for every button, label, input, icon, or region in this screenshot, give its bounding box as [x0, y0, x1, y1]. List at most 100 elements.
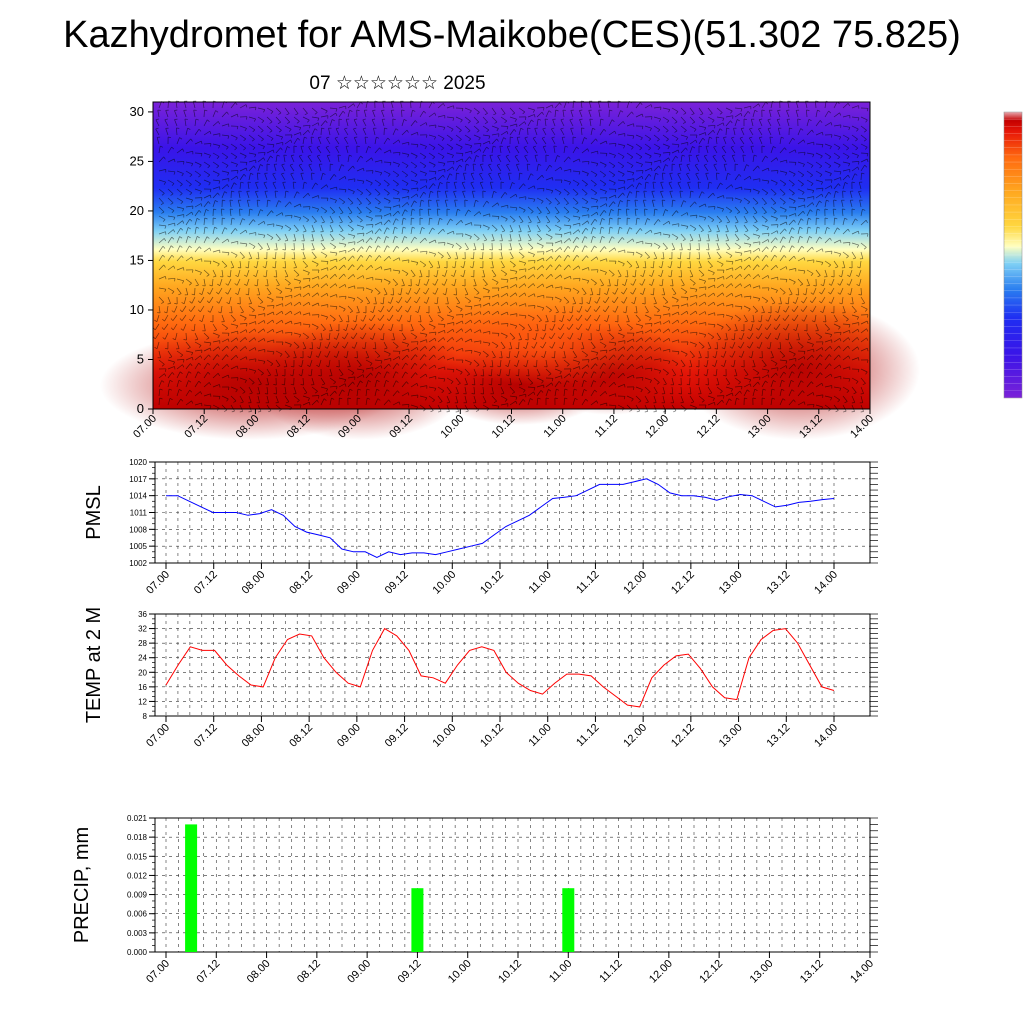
wind-barb	[425, 287, 430, 295]
wind-barb-flag	[775, 310, 779, 314]
wind-barb-flag	[745, 374, 749, 377]
wind-barb	[473, 296, 481, 299]
wind-barb	[464, 164, 467, 172]
wind-barb-flag	[668, 109, 671, 113]
wind-barb	[851, 125, 859, 130]
wind-barb-flag	[744, 221, 748, 224]
wind-barb	[797, 151, 806, 154]
wind-barb	[284, 294, 292, 298]
wind-barb-flag	[620, 200, 623, 203]
wind-barb	[362, 128, 367, 136]
wind-barb-flag	[520, 221, 524, 224]
wind-barb-flag	[484, 112, 488, 116]
wind-barb-flag	[594, 282, 597, 286]
wind-barb	[752, 264, 758, 271]
wind-barb	[806, 278, 810, 286]
wind-barb	[284, 350, 290, 357]
wind-barb-flag	[686, 297, 689, 301]
wind-barb	[803, 296, 808, 304]
wind-barb-flag	[307, 154, 311, 157]
wind-barb	[752, 155, 755, 163]
wind-barb	[212, 354, 218, 361]
wind-barb-flag	[379, 209, 382, 213]
wind-barb-flag	[621, 156, 625, 159]
wind-barb-flag	[173, 158, 176, 162]
wind-barb-flag	[654, 208, 658, 211]
wind-barb	[338, 264, 345, 271]
wind-barb	[563, 305, 566, 313]
wind-barb	[383, 137, 388, 145]
wind-barb	[542, 332, 547, 340]
wind-barb-flag	[309, 206, 311, 210]
wind-barb	[788, 236, 792, 244]
wind-barb	[509, 116, 517, 120]
wind-barb-flag	[182, 364, 185, 368]
wind-barb-flag	[784, 209, 787, 213]
wind-barb-flag	[826, 199, 830, 202]
wind-barb	[410, 193, 417, 199]
wind-barb-flag	[326, 198, 329, 202]
wind-barb-flag	[655, 172, 659, 175]
wind-barb	[671, 287, 677, 294]
wind-barb-flag	[406, 246, 409, 250]
wind-barb	[428, 375, 436, 379]
wind-barb-flag	[567, 318, 570, 322]
wind-barb-flag	[290, 302, 293, 306]
wind-barb-flag	[432, 292, 436, 295]
wind-barb	[851, 134, 858, 140]
wind-barb-flag	[291, 249, 295, 251]
wind-barb	[599, 129, 605, 136]
wind-barb	[419, 170, 427, 174]
wind-barb	[545, 359, 548, 367]
wind-barb	[158, 231, 166, 235]
wind-barb	[473, 148, 480, 154]
wind-barb	[527, 323, 532, 331]
wind-barb	[505, 156, 511, 163]
wind-barb-flag	[368, 146, 372, 149]
wind-barb	[190, 305, 196, 312]
wind-barb-flag	[767, 118, 771, 121]
wind-barb	[311, 323, 319, 328]
wind-barb	[437, 329, 445, 334]
wind-barb-flag	[442, 228, 445, 232]
wind-barb-flag	[636, 190, 640, 193]
wind-barb-flag	[514, 355, 518, 358]
wind-barb	[769, 341, 772, 349]
wind-barb-flag	[776, 157, 779, 161]
wind-barb-flag	[170, 318, 174, 321]
wind-barb	[671, 328, 679, 334]
wind-barb-flag	[267, 374, 271, 377]
wind-barb	[644, 229, 651, 235]
wind-barb-flag	[452, 329, 455, 333]
wind-barb-flag	[767, 374, 770, 378]
wind-barb	[806, 170, 813, 176]
wind-barb-flag	[344, 136, 348, 139]
wind-barb	[626, 323, 633, 329]
wind-barb	[158, 373, 165, 379]
wind-barb	[482, 269, 486, 277]
wind-barb	[579, 119, 583, 127]
wind-barb-flag	[645, 181, 649, 184]
wind-barb-flag	[668, 320, 671, 324]
wind-barb	[329, 112, 336, 118]
wind-barb	[536, 368, 541, 376]
wind-barb	[662, 338, 670, 343]
wind-barb-flag	[748, 356, 752, 359]
wind-barb	[671, 155, 676, 163]
wind-barb	[174, 119, 178, 127]
wind-barb	[626, 314, 630, 322]
wind-barb	[707, 215, 715, 221]
wind-barb	[613, 296, 619, 304]
wind-barb-flag	[464, 294, 468, 296]
wind-barb	[239, 251, 245, 258]
wind-barb-flag	[564, 145, 569, 148]
wind-barb	[491, 125, 499, 129]
wind-barb-flag	[708, 230, 712, 233]
wind-barb	[733, 128, 736, 136]
wind-barb	[338, 111, 344, 118]
wind-barb-flag	[191, 211, 194, 216]
wind-barb	[635, 251, 643, 256]
wind-barb	[644, 182, 647, 190]
wind-barb-flag	[407, 190, 410, 194]
wind-barb	[590, 350, 598, 353]
